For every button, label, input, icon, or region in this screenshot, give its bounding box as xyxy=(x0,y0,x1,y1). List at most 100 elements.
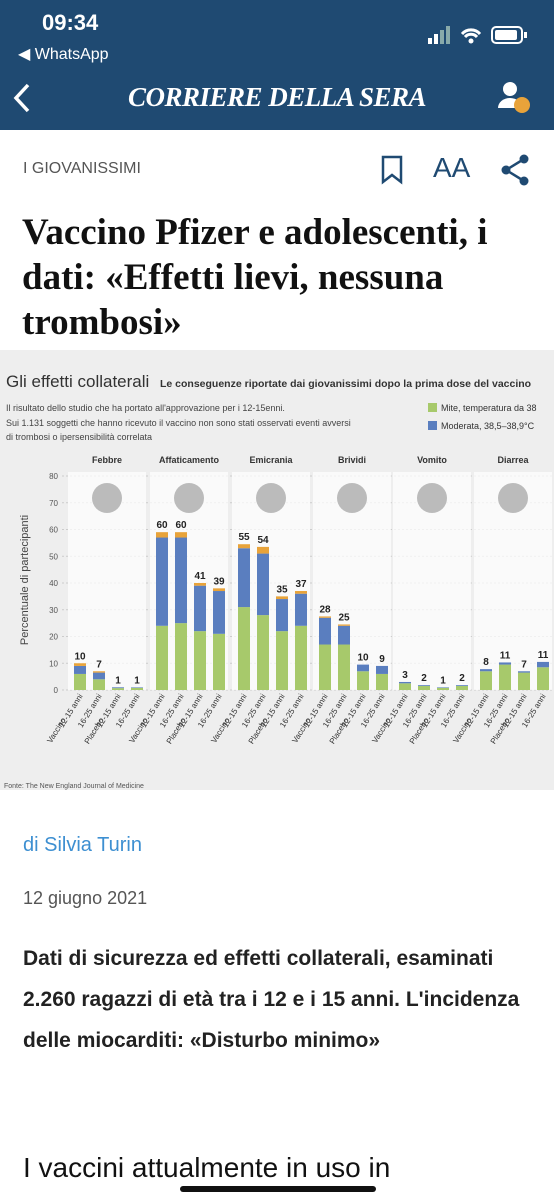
bar-segment xyxy=(238,548,250,608)
icon xyxy=(417,483,447,513)
bar-segment xyxy=(156,625,168,690)
text-size-button[interactable]: AA xyxy=(433,152,471,183)
group-label: Affaticamento xyxy=(159,455,220,465)
bar-segment xyxy=(295,625,307,690)
arm-label: Vaccino xyxy=(127,716,150,745)
bar-segment xyxy=(194,631,206,690)
bar-segment xyxy=(257,615,269,690)
brand-logo[interactable]: CORRIERE DELLA SERA xyxy=(127,82,427,112)
y-tick-label: 0 xyxy=(54,686,59,695)
bar-segment xyxy=(376,673,388,690)
bar-segment xyxy=(319,617,331,645)
bar-segment xyxy=(257,553,269,616)
body-text: I vaccini attualmente in uso in xyxy=(23,1152,391,1183)
bar-segment xyxy=(537,661,549,668)
total-label: 25 xyxy=(338,612,350,623)
date: 12 giugno 2021 xyxy=(23,888,148,908)
bar-segment xyxy=(74,663,86,666)
y-tick-label: 60 xyxy=(49,526,58,535)
bar-segment xyxy=(112,687,124,689)
total-label: 1 xyxy=(440,675,446,686)
y-tick-label: 40 xyxy=(49,579,58,588)
bar-segment xyxy=(399,681,411,684)
total-label: 2 xyxy=(421,673,427,684)
chart: Gli effetti collaterali Le conseguenze r… xyxy=(0,350,554,790)
header-bar xyxy=(0,0,554,130)
back-button[interactable] xyxy=(10,82,34,114)
clock: 09:34 xyxy=(42,10,99,35)
status-icons xyxy=(428,26,527,44)
bar-segment xyxy=(376,665,388,674)
bar-segment xyxy=(175,623,187,690)
arm-label: Vaccino xyxy=(451,716,474,745)
group-label: Brividi xyxy=(338,455,366,465)
group-label: Emicrania xyxy=(249,455,293,465)
bar-segment xyxy=(194,585,206,632)
summary: Dati di sicurezza ed effetti collaterali… xyxy=(23,947,520,1052)
bar-segment xyxy=(74,665,86,674)
arm-label: Vaccino xyxy=(290,716,313,745)
total-label: 11 xyxy=(538,650,549,661)
bookmark-button[interactable] xyxy=(380,155,404,185)
total-label: 10 xyxy=(74,651,86,662)
total-label: 35 xyxy=(276,584,288,595)
bar-segment xyxy=(213,633,225,690)
bar-segment xyxy=(213,588,225,592)
bar-segment xyxy=(257,546,269,554)
bar-segment xyxy=(319,616,331,618)
total-label: 7 xyxy=(521,659,527,670)
account-button[interactable] xyxy=(496,80,532,116)
chart-note: Sui 1.131 soggetti che hanno ricevuto il… xyxy=(6,418,351,428)
bar-segment xyxy=(194,583,206,586)
bar-segment xyxy=(74,673,86,690)
total-label: 7 xyxy=(96,659,102,670)
arm-label: Vaccino xyxy=(45,716,68,745)
bar-segment xyxy=(295,591,307,594)
bar-segment xyxy=(276,596,288,600)
chart-note: di trombosi o ipersensibilità correlata xyxy=(6,432,152,442)
legend-swatch xyxy=(428,403,437,412)
icon xyxy=(256,483,286,513)
total-label: 39 xyxy=(213,576,225,587)
bar-segment xyxy=(537,667,549,690)
total-label: 54 xyxy=(257,535,269,546)
bar-segment xyxy=(338,625,350,645)
legend-label: Mite, temperatura da 38 xyxy=(441,403,537,413)
bar-segment xyxy=(238,544,250,549)
bar-segment xyxy=(93,671,105,673)
total-label: 37 xyxy=(295,579,307,590)
bar-segment xyxy=(319,644,331,690)
total-label: 9 xyxy=(379,654,385,665)
total-label: 28 xyxy=(319,604,331,615)
bar-segment xyxy=(156,537,168,626)
bar-segment xyxy=(93,679,105,690)
total-label: 60 xyxy=(175,520,187,531)
total-label: 2 xyxy=(459,673,465,684)
bar-segment xyxy=(418,685,430,690)
chart-title: Gli effetti collaterali xyxy=(6,372,149,391)
arm-label: Vaccino xyxy=(209,716,232,745)
bar-segment xyxy=(357,671,369,690)
back-to-app[interactable]: ◀ WhatsApp xyxy=(18,46,109,63)
bar-segment xyxy=(276,599,288,632)
author[interactable]: di Silvia Turin xyxy=(23,834,142,856)
home-indicator xyxy=(180,1186,376,1192)
chart-source: Fonte: The New England Journal of Medici… xyxy=(4,783,144,790)
bar-segment xyxy=(131,687,143,688)
group-label: Febbre xyxy=(92,455,122,465)
y-tick-label: 70 xyxy=(49,499,58,508)
bar-segment xyxy=(499,664,511,690)
total-label: 3 xyxy=(402,670,408,681)
icon xyxy=(174,483,204,513)
section-label[interactable]: I GIOVANISSIMI xyxy=(23,160,141,177)
bar-segment xyxy=(518,672,530,690)
y-tick-label: 20 xyxy=(49,633,58,642)
bar-segment xyxy=(338,644,350,690)
legend-swatch xyxy=(428,421,437,430)
share-button[interactable] xyxy=(500,154,534,186)
bar-segment xyxy=(456,685,468,690)
bar-segment xyxy=(175,532,187,538)
bar-segment xyxy=(480,671,492,690)
total-label: 41 xyxy=(194,571,206,582)
